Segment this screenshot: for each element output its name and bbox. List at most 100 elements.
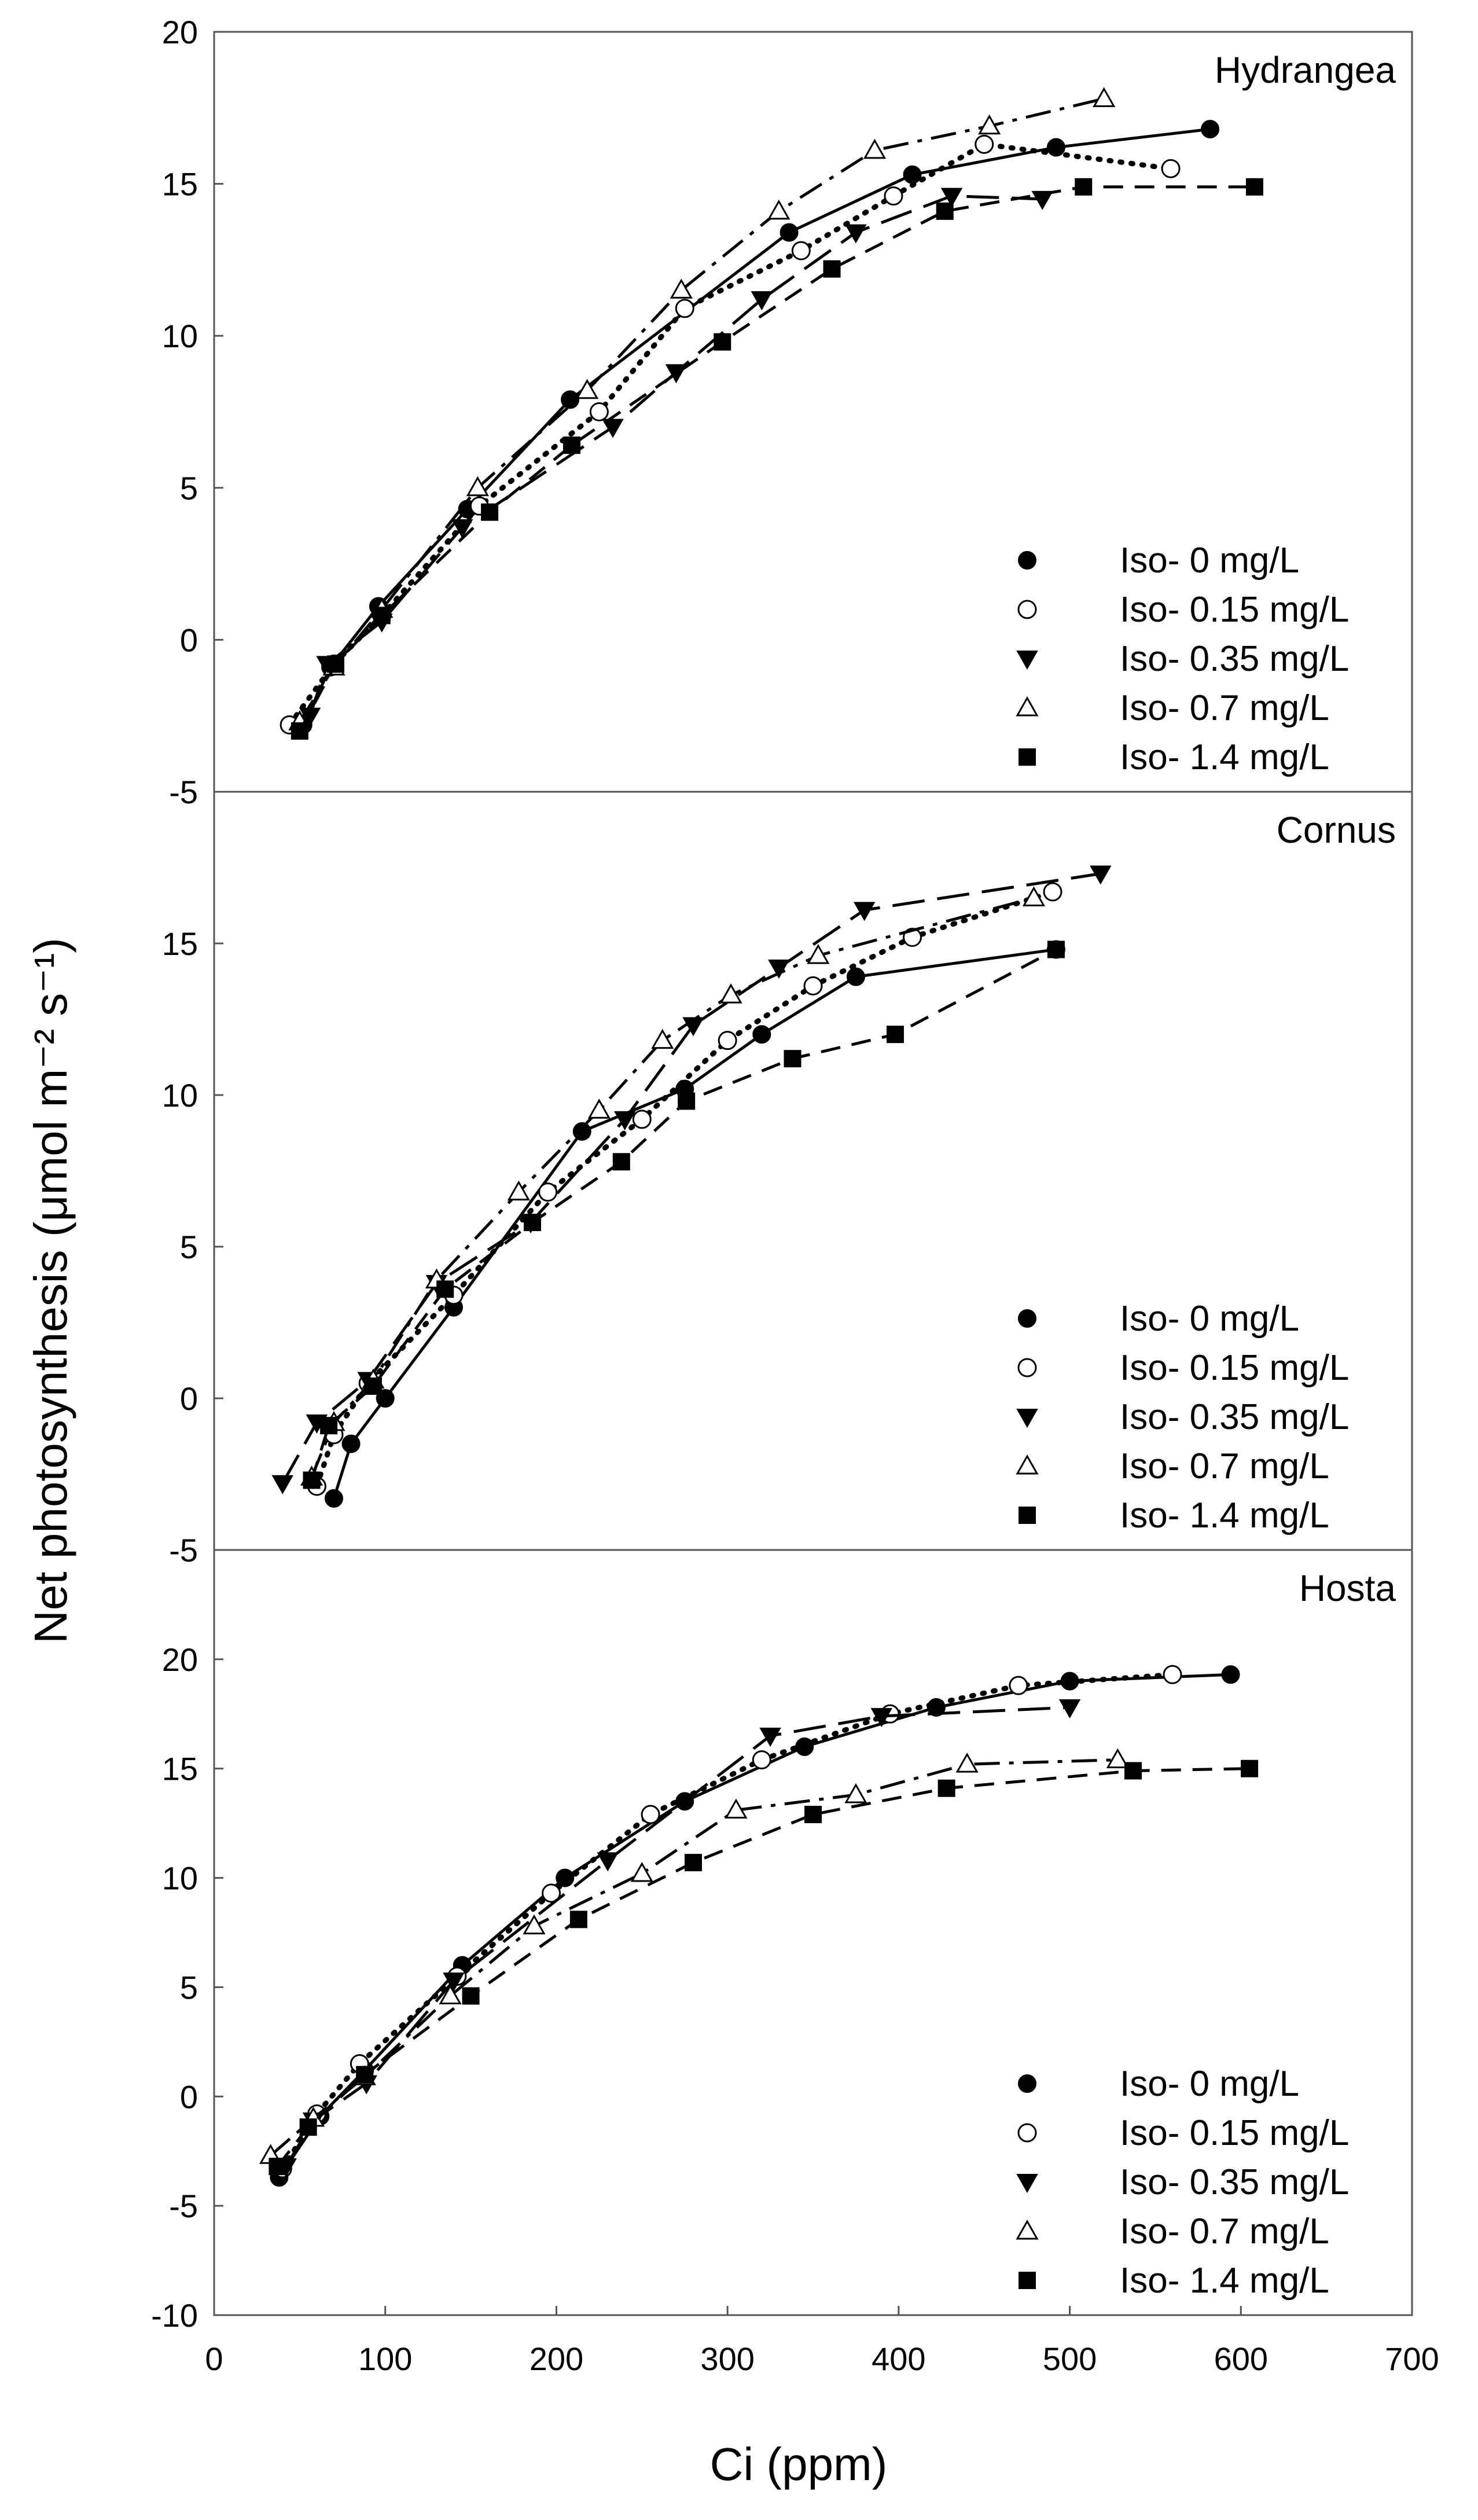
data-point bbox=[561, 390, 580, 409]
data-point bbox=[443, 1972, 465, 1992]
legend-label: Iso- 0.7 mg/L bbox=[1120, 688, 1329, 728]
legend-label: Iso- 0.35 mg/L bbox=[1120, 1397, 1349, 1437]
series-line bbox=[298, 97, 1105, 723]
series-line bbox=[302, 127, 1211, 726]
data-point bbox=[844, 1783, 867, 1803]
data-point bbox=[1075, 178, 1093, 196]
y-tick-label: 10 bbox=[162, 318, 198, 354]
data-point bbox=[507, 1180, 530, 1201]
data-point bbox=[1090, 865, 1112, 885]
data-point bbox=[1241, 1759, 1259, 1777]
y-tick-label: 15 bbox=[162, 925, 198, 962]
x-tick-label: 0 bbox=[205, 2341, 223, 2377]
series-line bbox=[308, 194, 1043, 717]
legend-label: Iso- 0 mg/L bbox=[1120, 541, 1299, 581]
data-point bbox=[886, 1026, 904, 1044]
data-point bbox=[955, 1753, 979, 1773]
legend-marker bbox=[1016, 1409, 1038, 1428]
data-point bbox=[341, 1434, 361, 1453]
data-point bbox=[613, 1111, 636, 1130]
series-3 bbox=[299, 188, 1053, 727]
series-1 bbox=[270, 1665, 1240, 2187]
data-point bbox=[752, 1025, 771, 1044]
data-point bbox=[752, 1750, 771, 1770]
legend-marker bbox=[1017, 600, 1037, 619]
legend: Iso- 0 mg/L Iso- 0.15 mg/L Iso- 0.35 mg/L I… bbox=[1016, 541, 1349, 777]
data-point bbox=[451, 519, 473, 539]
data-point bbox=[903, 165, 922, 184]
data-point bbox=[718, 1031, 737, 1050]
x-tick-label: 600 bbox=[1214, 2341, 1268, 2377]
data-point bbox=[751, 291, 773, 311]
x-tick-label: 200 bbox=[530, 2341, 583, 2377]
panel-hydrangea: -5 0 5 10 15 20 Hydrangea Iso- 0 mg/L Iso- 0.15 … bbox=[162, 14, 1413, 810]
data-point bbox=[978, 114, 1001, 135]
legend-marker bbox=[1016, 2174, 1038, 2194]
legend-marker bbox=[1017, 2123, 1037, 2143]
y-tick-label: 0 bbox=[180, 622, 198, 658]
data-point bbox=[602, 418, 624, 438]
legend-marker bbox=[1018, 1309, 1036, 1328]
y-tick-label: 5 bbox=[180, 1969, 198, 2005]
data-point bbox=[940, 188, 963, 207]
data-point bbox=[612, 1153, 630, 1171]
data-point bbox=[767, 199, 791, 220]
legend-label: Iso- 1.4 mg/L bbox=[1120, 1496, 1329, 1535]
data-point bbox=[462, 1987, 480, 2005]
y-tick-label: 10 bbox=[162, 1077, 198, 1114]
data-point bbox=[299, 2118, 317, 2136]
y-tick-label: -10 bbox=[151, 2297, 198, 2334]
series-2 bbox=[273, 1665, 1182, 2179]
data-point bbox=[325, 1489, 343, 1508]
legend-label: Iso- 0.35 mg/L bbox=[1120, 639, 1349, 679]
y-tick-label: -5 bbox=[169, 2188, 198, 2224]
data-point bbox=[823, 260, 841, 278]
data-point bbox=[651, 1028, 674, 1049]
y-tick-label: 0 bbox=[180, 1380, 198, 1417]
series-4 bbox=[288, 87, 1116, 730]
data-point bbox=[589, 402, 609, 421]
x-tick-label: 100 bbox=[358, 2341, 412, 2377]
y-tick-label: 15 bbox=[162, 1751, 198, 1787]
data-point bbox=[373, 607, 391, 625]
series-line bbox=[310, 896, 1035, 1478]
data-point bbox=[853, 902, 876, 921]
series-line bbox=[278, 1673, 1231, 2179]
data-point bbox=[670, 278, 693, 299]
data-point bbox=[719, 983, 742, 1004]
y-tick-label: 0 bbox=[180, 2078, 198, 2115]
x-axis: 0 100 200 300 400 500 600 700 bbox=[205, 2306, 1439, 2377]
data-point bbox=[759, 1728, 781, 1747]
series-line bbox=[285, 1706, 1070, 2168]
y-tick-label: -5 bbox=[169, 1532, 198, 1568]
data-point bbox=[975, 134, 994, 154]
data-point bbox=[1009, 1676, 1028, 1695]
data-point bbox=[439, 1984, 462, 2005]
legend: Iso- 0 mg/L Iso- 0.15 mg/L Iso- 0.35 mg/L I… bbox=[1016, 1299, 1349, 1535]
data-point bbox=[1221, 1665, 1240, 1684]
data-point bbox=[1043, 882, 1062, 902]
series-1 bbox=[293, 120, 1220, 734]
y-axis-title: Net photosynthesis (μmol m⁻² s⁻¹) bbox=[25, 938, 76, 1644]
series-line bbox=[281, 872, 1101, 1484]
legend-label: Iso- 0.7 mg/L bbox=[1120, 2212, 1329, 2251]
series-line bbox=[286, 141, 1174, 728]
legend-marker bbox=[1018, 2074, 1036, 2093]
data-point bbox=[630, 1861, 653, 1882]
data-point bbox=[1031, 190, 1053, 210]
data-point bbox=[1161, 159, 1181, 178]
data-point bbox=[569, 1911, 587, 1928]
data-point bbox=[685, 1854, 702, 1872]
legend-marker bbox=[1016, 651, 1038, 670]
data-point bbox=[303, 1471, 321, 1489]
data-point bbox=[1106, 1748, 1129, 1769]
legend-marker bbox=[1016, 1454, 1039, 1475]
series-5 bbox=[303, 941, 1065, 1489]
data-point bbox=[803, 976, 823, 995]
data-point bbox=[524, 1214, 542, 1232]
data-point bbox=[807, 943, 830, 964]
legend-marker bbox=[1018, 551, 1036, 570]
plot-frame bbox=[213, 1549, 1413, 2316]
data-point bbox=[320, 1417, 338, 1435]
legend-marker bbox=[1019, 2272, 1036, 2289]
